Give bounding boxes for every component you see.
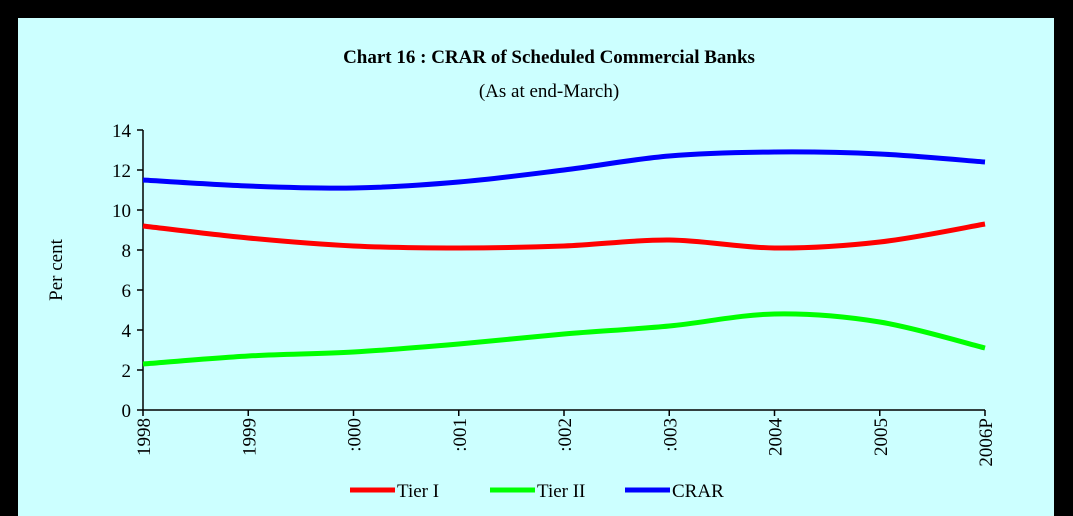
y-tick-label: 14 xyxy=(112,121,132,142)
x-tick-label: 1998 xyxy=(134,418,155,456)
x-tick-label: :001 xyxy=(450,418,471,452)
y-tick-label: 12 xyxy=(112,161,131,182)
y-tick-label: 4 xyxy=(122,321,132,342)
x-tick-label: 2005 xyxy=(871,418,892,456)
legend-label: CRAR xyxy=(672,481,724,502)
legend-label: Tier II xyxy=(537,481,585,502)
y-tick-label: 10 xyxy=(112,201,131,222)
chart-background xyxy=(18,18,1054,516)
x-tick-label: 2004 xyxy=(766,418,787,457)
y-tick-label: 6 xyxy=(122,281,132,302)
line-series xyxy=(142,311,986,367)
y-axis-label: Per cent xyxy=(46,238,67,300)
y-tick-label: 2 xyxy=(122,361,132,382)
x-tick-label: :002 xyxy=(555,418,576,452)
chart-title: Chart 16 : CRAR of Scheduled Commercial … xyxy=(343,47,755,68)
x-tick-label: 2006P xyxy=(976,418,997,467)
x-tick-label: :003 xyxy=(660,418,681,452)
y-tick-label: 8 xyxy=(122,241,132,262)
x-tick-label: 1999 xyxy=(239,418,260,456)
chart-subtitle: (As at end-March) xyxy=(479,81,619,102)
x-tick-label: :000 xyxy=(345,418,366,452)
line-series xyxy=(142,221,986,251)
line-series xyxy=(142,149,986,191)
y-tick-label: 0 xyxy=(122,401,132,422)
legend-label: Tier I xyxy=(397,481,439,502)
